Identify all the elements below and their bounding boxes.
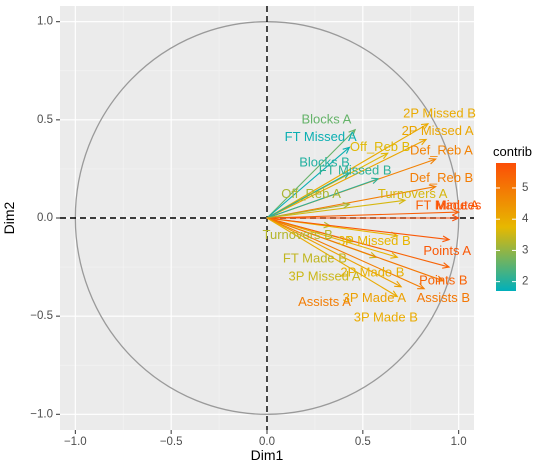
label-def-reb-a: Def_Reb A xyxy=(410,143,473,158)
x-tick-label: 1.0 xyxy=(451,436,467,448)
arrowhead xyxy=(428,184,437,192)
arrowhead xyxy=(348,128,357,137)
arrowhead xyxy=(417,283,426,290)
legend-title: contrib xyxy=(493,144,532,159)
x-axis-title: Dim1 xyxy=(251,447,284,463)
label-points-a: Points A xyxy=(423,243,471,258)
arrowhead xyxy=(452,214,461,222)
legend-tick-label: 2 xyxy=(522,276,528,288)
arrowhead xyxy=(342,146,351,154)
arrowhead xyxy=(419,138,428,146)
label-turnovers-b: Turnovers B xyxy=(263,227,333,242)
arrow-3p-made-a xyxy=(266,217,402,288)
label-ft-missed-b: FT Missed B xyxy=(319,162,392,177)
label-assists-b: Assists B xyxy=(417,290,470,305)
label-blocks-b: Blocks B xyxy=(299,154,350,169)
arrowhead xyxy=(428,157,437,165)
x-tick-label: −0.5 xyxy=(160,436,183,448)
y-tick-label: 0.0 xyxy=(37,212,53,224)
x-tick-label: 0.0 xyxy=(259,436,275,448)
arrow-ft-made-a xyxy=(266,211,459,219)
arrow-points-b xyxy=(266,217,450,268)
arrowhead xyxy=(442,235,451,243)
arrowhead xyxy=(436,275,445,282)
arrow-2p-missed-a xyxy=(266,138,427,219)
x-tick-label: 0.5 xyxy=(355,436,371,448)
arrow-points-a xyxy=(266,217,450,241)
label-2p-missed-a: 2P Missed A xyxy=(402,123,474,138)
arrow-2p-missed-b xyxy=(266,123,429,219)
label-points-b: Points B xyxy=(419,272,467,287)
arrow-ft-missed-a xyxy=(266,146,350,219)
arrow-blocks-b xyxy=(266,172,350,219)
arrowhead xyxy=(394,280,403,288)
label-ft-missed-a: FT Missed A xyxy=(285,129,357,144)
label-turnovers-a: Turnovers A xyxy=(378,186,448,201)
arrow-off-reb-a xyxy=(266,203,350,219)
label-3p-made-b: 3P Made B xyxy=(354,310,418,325)
label-3p-missed-b: 3P Missed B xyxy=(338,233,411,248)
x-tick-label: −1.0 xyxy=(64,436,87,448)
arrowhead xyxy=(342,172,351,179)
label-3p-made-a: 3P Made A xyxy=(343,290,407,305)
legend-tick-label: 5 xyxy=(522,182,528,194)
arrowhead xyxy=(442,262,451,269)
y-tick-label: −0.5 xyxy=(30,310,53,322)
legend-colorbar xyxy=(496,163,516,291)
label-3p-missed-a: 3P Missed A xyxy=(288,268,360,283)
label-blocks-a: Blocks A xyxy=(301,111,351,126)
arrow-2p-made-b xyxy=(266,217,398,258)
label-assists-a: Assists A xyxy=(298,294,351,309)
arrowhead xyxy=(371,177,380,184)
arrowhead xyxy=(390,252,399,259)
arrow-ft-missed-b xyxy=(266,178,379,219)
arrowhead xyxy=(420,123,430,130)
arrowhead xyxy=(398,197,407,205)
legend-tick-label: 3 xyxy=(522,244,528,256)
label-minutes: Minutes xyxy=(436,198,482,213)
arrow-blocks-a xyxy=(266,129,356,219)
arrow-assists-b xyxy=(266,217,444,282)
label-2p-missed-b: 2P Missed B xyxy=(403,105,476,120)
label-def-reb-b: Def_Reb B xyxy=(410,170,474,185)
y-tick-label: 0.5 xyxy=(37,114,53,126)
legend-tick-label: 4 xyxy=(522,213,529,225)
arrow-turnovers-a xyxy=(266,199,406,219)
label-2p-made-b: 2P Made B xyxy=(340,264,404,279)
label-ft-made-b: FT Made B xyxy=(283,251,347,266)
arrow-assists-a xyxy=(266,217,425,290)
y-tick-label: 1.0 xyxy=(37,16,53,28)
arrowhead xyxy=(390,290,399,298)
label-off-reb-a: Off_Reb A xyxy=(281,186,341,201)
label-ft-made-a: FT Made A xyxy=(415,198,479,213)
arrowhead xyxy=(342,201,351,209)
arrow-3p-made-b xyxy=(266,217,398,297)
label-off-reb-b: Off_Reb B xyxy=(350,139,410,154)
y-axis-title: Dim2 xyxy=(1,201,17,234)
y-tick-label: −1.0 xyxy=(30,408,53,420)
arrowhead xyxy=(380,152,389,160)
arrowhead xyxy=(451,208,461,216)
